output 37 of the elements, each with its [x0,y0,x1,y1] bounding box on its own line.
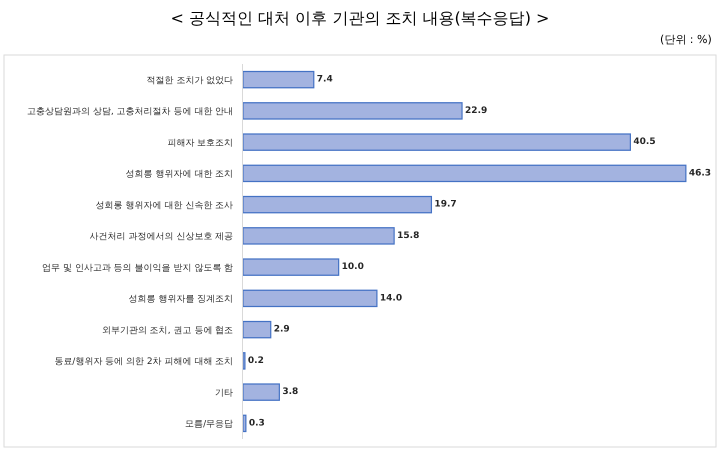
bar [243,164,686,182]
y-tick-label: 기타 [215,388,234,398]
y-tick-label: 외부기관의 조치, 권고 등에 협조 [102,326,234,336]
data-label: 7.4 [316,74,333,85]
y-tick-label: 업무 및 인사고과 등의 불이익을 받지 않도록 함 [42,263,234,274]
data-label: 3.8 [282,387,298,398]
data-label: 22.9 [465,106,488,116]
data-label: 46.3 [688,168,712,178]
bar [243,70,314,88]
y-tick-label: 성희롱 행위자에 대한 조치 [126,170,234,180]
data-label: 14.0 [380,293,402,304]
bar [243,196,432,214]
chart-title: < 공식적인 대처 이후 기관의 조치 내용(복수응답) > [170,8,550,28]
y-tick-label: 사건처리 과정에서의 신상보호 제공 [90,232,234,242]
bar [243,258,340,276]
bar [243,133,631,151]
data-label: 15.8 [397,230,420,241]
data-label: 2.9 [274,324,290,335]
y-tick-label: 성희롱 행위자에 대한 신속한 조사 [96,200,234,211]
bar [243,102,463,120]
y-tick-label: 성희롱 행위자를 징계조치 [128,294,234,305]
data-label: 0.2 [248,356,264,366]
y-tick-label: 적절한 조치가 없었다 [146,76,234,86]
bar [243,290,378,308]
data-label: 10.0 [342,262,364,272]
y-tick-label: 피해자 보호조치 [167,138,234,148]
text: (단위 : %) [660,33,712,46]
bar [243,383,280,401]
y-tick-label: 모름/무응답 [185,420,234,430]
data-label: 19.7 [434,200,457,210]
data-label: 40.5 [633,137,656,148]
y-tick-label: 동료/행위자 등에 의한 2차 피해에 대해 조치 [54,357,234,368]
bar [243,227,395,245]
y-tick-label: 고충상담원과의 상담, 고충처리절차 등에 대한 안내 [27,107,234,118]
bar [243,320,272,338]
data-label: 0.3 [248,418,265,428]
bar [243,414,246,432]
